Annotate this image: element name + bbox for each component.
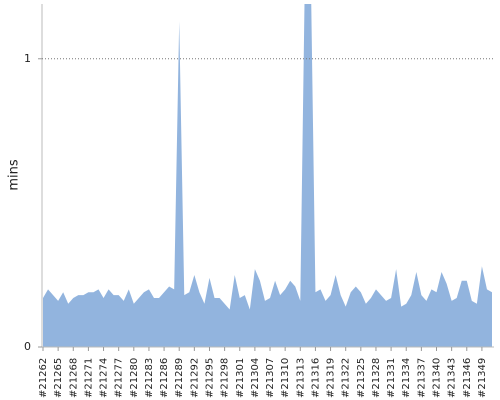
y-tick-label: 1 [24,52,31,65]
x-tick-label: #21286 [159,358,170,398]
x-tick-label: #21271 [83,358,94,398]
area [43,4,492,347]
x-tick-label: #21337 [416,358,427,398]
y-axis-label: mins [7,159,22,191]
x-tick-label: #21301 [235,358,246,398]
x-tick-label: #21310 [280,358,291,398]
x-tick-label: #21295 [204,358,215,398]
x-tick-label: #21349 [477,358,488,398]
x-tick-label: #21307 [265,358,276,398]
x-tick-label: #21304 [250,358,261,398]
x-tick-label: #21328 [371,358,382,398]
x-tick-label: #21322 [341,358,352,398]
x-tick-label: #21340 [432,358,443,398]
x-tick-label: #21325 [356,358,367,398]
x-tick-label: #21298 [220,358,231,398]
x-tick-label: #21346 [462,358,473,398]
x-tick-label: #21313 [295,358,306,398]
x-tick-label: #21277 [114,358,125,398]
x-tick-label: #21331 [386,358,397,398]
y-tick-label: 0 [24,340,31,353]
x-tick-label: #21343 [447,358,458,398]
x-tick-label: #21334 [401,358,412,398]
x-tick-label: #21289 [174,358,185,398]
x-tick-label: #21274 [99,358,110,398]
x-tick-label: #21292 [189,358,200,398]
x-tick-label: #21265 [53,358,64,398]
x-tick-label: #21262 [38,358,49,398]
x-tick-label: #21280 [129,358,140,398]
x-tick-label: #21316 [310,358,321,398]
x-tick-label: #21283 [144,358,155,398]
x-tick-label: #21268 [68,358,79,398]
x-tick-label: #21319 [326,358,337,398]
